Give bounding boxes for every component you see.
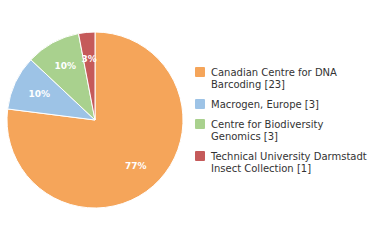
chart: 77% 10% 10% 3% Canadian Centre for DNABarcod…	[0, 0, 380, 240]
data-labels: 77% 10% 10% 3%	[28, 54, 146, 172]
legend-entry: Technical University DarmstadtInsect Col…	[210, 151, 367, 174]
pie	[7, 32, 183, 208]
legend-entry: Macrogen, Europe [3]	[211, 99, 319, 110]
data-label: 3%	[82, 54, 97, 64]
legend-entry: Canadian Centre for DNABarcoding [23]	[211, 67, 337, 90]
data-label: 77%	[125, 161, 147, 171]
data-label: 10%	[28, 89, 50, 99]
legend-entry: Centre for BiodiversityGenomics [3]	[211, 119, 324, 142]
legend-swatch	[195, 99, 205, 109]
data-label: 10%	[55, 61, 77, 71]
pie-slice	[7, 32, 183, 208]
legend-swatch	[195, 151, 205, 161]
pie-slice	[79, 32, 95, 120]
legend-swatch	[195, 67, 205, 77]
legend-swatch	[195, 119, 205, 129]
legend: Canadian Centre for DNABarcoding [23] Mac…	[195, 67, 367, 174]
